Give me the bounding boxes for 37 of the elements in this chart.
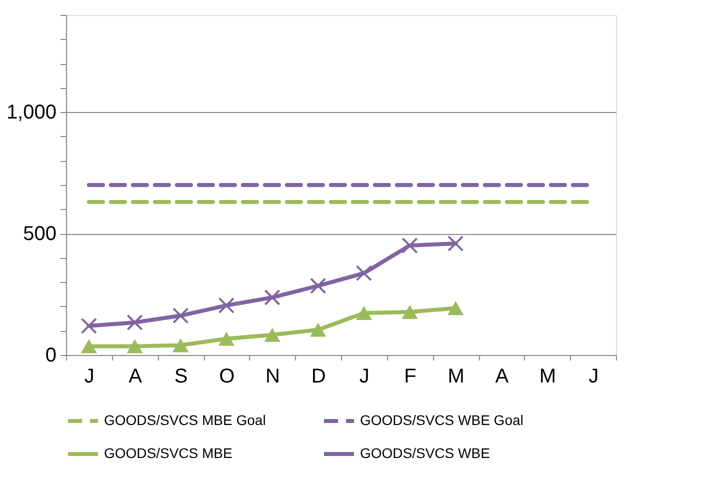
x-tick-label: J [588, 366, 599, 388]
x-tick-label: A [495, 366, 510, 388]
point [80, 318, 97, 334]
legend-label: GOODS/SVCS MBE [104, 445, 232, 461]
point [264, 289, 280, 306]
point [356, 265, 372, 282]
y-tick-label: 500 [23, 223, 56, 246]
point [264, 328, 280, 342]
point [172, 308, 189, 324]
legend-label: GOODS/SVCS MBE Goal [104, 412, 266, 428]
x-tick-label: J [359, 366, 370, 388]
point [172, 338, 189, 352]
point [448, 235, 464, 252]
point [356, 306, 372, 320]
legend-label: GOODS/SVCS WBE [360, 445, 490, 461]
x-tick-label: D [311, 366, 326, 388]
y-tick-label: 1,000 [6, 102, 56, 124]
x-tick-label: M [539, 366, 556, 388]
x-tick-label: N [266, 366, 280, 388]
x-tick-label: S [174, 366, 188, 388]
x-tick-label: O [219, 366, 235, 388]
point [218, 297, 234, 314]
point [402, 237, 418, 254]
point [402, 305, 418, 319]
point [80, 339, 97, 354]
x-tick-label: F [404, 366, 416, 388]
point [218, 332, 234, 346]
y-tick-label: 0 [45, 344, 56, 366]
point [310, 278, 326, 294]
x-tick-label: M [448, 366, 464, 388]
legend-label: GOODS/SVCS WBE Goal [360, 412, 524, 428]
x-tick-label: A [128, 366, 143, 388]
point [126, 314, 143, 331]
point [126, 339, 143, 354]
point [448, 301, 464, 316]
x-tick-label: J [84, 366, 94, 388]
point [310, 322, 326, 337]
